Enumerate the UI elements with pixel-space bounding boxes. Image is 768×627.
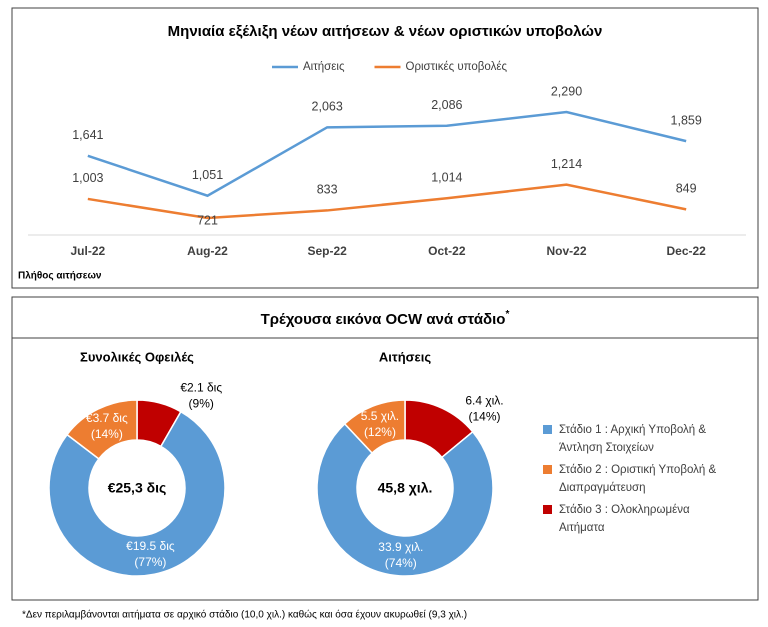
x-tick-label: Nov-22 [546, 244, 586, 258]
line [87, 110, 687, 198]
donut-slice [65, 399, 138, 460]
data-label: €19.5 δις [126, 539, 175, 553]
donut-title: Αιτήσεις [379, 349, 431, 364]
data-label: 33.9 χιλ. [378, 540, 423, 554]
data-label: €2.1 δις [180, 380, 222, 394]
x-tick-label: Jul-22 [70, 244, 105, 258]
donut-slice [343, 399, 406, 455]
legend-label: Αιτήσεις [303, 61, 345, 73]
legend-label: Στάδιο 2 : Οριστική Υποβολή & Διαπραγμάτ… [543, 461, 734, 497]
donut-slice [316, 422, 494, 577]
data-label: 5.5 χιλ. [361, 409, 399, 423]
data-label: (14%) [468, 409, 500, 423]
donut-title: Συνολικές Οφειλές [80, 349, 194, 364]
donut-center: 45,8 χιλ. [378, 480, 433, 496]
data-label: 6.4 χιλ. [465, 393, 503, 407]
line [87, 183, 687, 220]
data-label: (14%) [91, 427, 123, 441]
legend-swatch [543, 505, 552, 514]
x-tick-label: Aug-22 [187, 244, 228, 258]
footnote: *Δεν περιλαμβάνονται αιτήματα σε αρχικό … [22, 609, 467, 621]
data-label: 721 [197, 213, 218, 227]
legend-label: Στάδιο 1 : Αρχική Υποβολή & Άντληση Στοι… [543, 421, 734, 457]
data-label: 2,086 [431, 98, 462, 112]
x-tick-label: Oct-22 [428, 244, 466, 258]
data-label: 1,051 [192, 168, 223, 182]
y-label: Πλήθος αιτήσεων [18, 271, 102, 282]
donut-slice [48, 410, 226, 577]
legend-label: Οριστικές υποβολές [406, 61, 508, 73]
data-label: (12%) [364, 425, 396, 439]
data-label: 1,003 [72, 171, 103, 185]
data-label: 1,641 [72, 128, 103, 142]
data-label: 833 [317, 183, 338, 197]
donut-center: €25,3 δις [108, 480, 167, 496]
data-label: 1,014 [431, 171, 462, 185]
legend-label: Στάδιο 3 : Ολοκληρωμένα Αιτήματα [543, 501, 734, 537]
data-label: 1,859 [671, 113, 702, 127]
data-label: €3.7 δις [86, 411, 128, 425]
chart-title: Μηνιαία εξέλιξη νέων αιτήσεων & νέων ορι… [168, 23, 603, 40]
panel-title: Τρέχουσα εικόνα OCW ανά στάδιο* [261, 309, 510, 328]
data-label: 2,290 [551, 84, 582, 98]
x-tick-label: Sep-22 [307, 244, 347, 258]
panel-title-text: Τρέχουσα εικόνα OCW ανά στάδιο [261, 311, 506, 328]
panel-frame [11, 296, 759, 601]
data-label: (74%) [385, 556, 417, 570]
data-label: (77%) [134, 555, 166, 569]
legend-swatch [543, 425, 552, 434]
data-label: 1,214 [551, 157, 582, 171]
x-tick-label: Dec-22 [666, 244, 706, 258]
data-label: 2,063 [312, 100, 343, 114]
panel-frame [11, 7, 759, 289]
data-label: 849 [676, 182, 697, 196]
legend-swatch [543, 465, 552, 474]
panel-title-mark: * [505, 309, 509, 320]
data-label: (9%) [189, 396, 214, 410]
